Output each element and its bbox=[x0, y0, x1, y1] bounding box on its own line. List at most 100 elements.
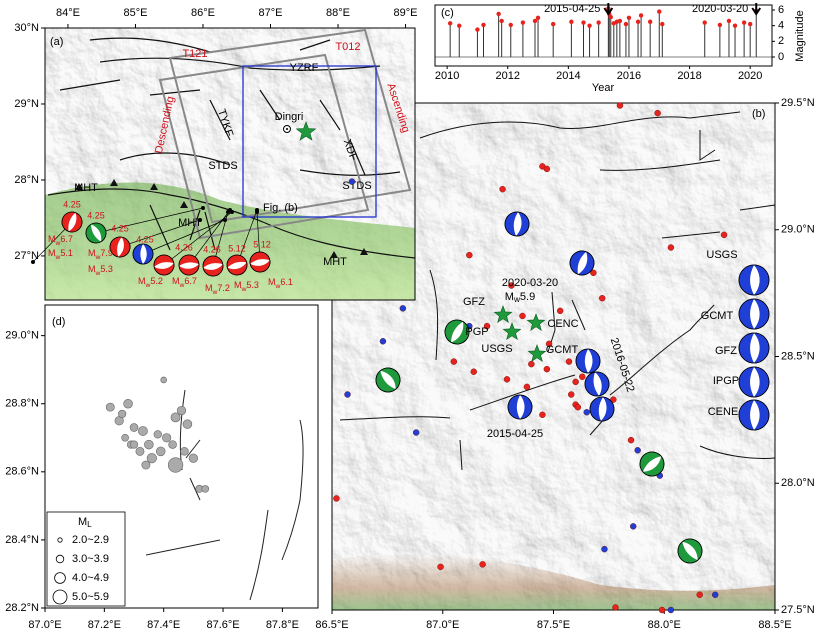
focal-mechanism bbox=[569, 250, 595, 276]
fault-label: MHT bbox=[74, 182, 98, 194]
ball-quadrant bbox=[739, 400, 754, 430]
x-tick-label: 2020 bbox=[738, 70, 762, 82]
agency-label: IPGP bbox=[713, 375, 739, 387]
ball-quadrant bbox=[110, 237, 122, 257]
ball-edge bbox=[639, 451, 665, 477]
ball-quadrant bbox=[133, 244, 143, 264]
focal-mechanism bbox=[61, 211, 83, 233]
y-axis-label: Magnitude bbox=[794, 10, 806, 61]
agency-star bbox=[527, 344, 547, 362]
x-axis-label: Year bbox=[592, 82, 615, 94]
event-dot bbox=[568, 391, 575, 398]
ball-edge bbox=[375, 367, 401, 393]
event-dot bbox=[479, 561, 486, 568]
focal-mechanism bbox=[132, 243, 154, 265]
focal-mechanism bbox=[738, 264, 770, 296]
lon-tick-label: 87.0°E bbox=[426, 619, 459, 631]
focal-mechanism bbox=[738, 399, 770, 431]
event-dot bbox=[590, 269, 597, 277]
agency-label: CENE bbox=[708, 406, 739, 418]
stem-head bbox=[638, 13, 644, 18]
event-dot bbox=[667, 244, 675, 251]
ball-quadrant bbox=[594, 372, 609, 396]
lat-tick-label: 28.8°N bbox=[5, 398, 39, 410]
lon-tick-label: 87.2°E bbox=[88, 619, 121, 631]
focal-mechanism bbox=[202, 255, 224, 277]
event-dot bbox=[412, 429, 420, 436]
panel-a-frame bbox=[44, 27, 416, 301]
agency-label: USGS bbox=[706, 249, 737, 261]
event-magnitude: Mw5.9 bbox=[505, 291, 535, 304]
focal-mechanism bbox=[738, 298, 770, 330]
event-dot bbox=[556, 307, 564, 315]
ball-edge bbox=[109, 236, 131, 258]
magnitude-label: Mw5.1 bbox=[48, 248, 73, 260]
event-dot bbox=[583, 409, 590, 416]
stem-head bbox=[499, 18, 504, 24]
magnitude-label: Mw6.1 bbox=[268, 277, 293, 289]
event-circle bbox=[182, 419, 193, 429]
stem-head bbox=[447, 21, 453, 26]
ball-edge bbox=[85, 222, 107, 244]
lon-tick-label: 86.5°E bbox=[315, 619, 348, 631]
event-dot bbox=[503, 376, 511, 383]
focal-mechanism bbox=[639, 451, 665, 477]
lat-tick-label: 28.5°N bbox=[781, 350, 815, 362]
date-label: 5.12 bbox=[228, 243, 246, 253]
legend-label: 2.0~2.9 bbox=[72, 534, 109, 546]
ball-quadrant bbox=[585, 372, 600, 396]
focal-mechanism bbox=[249, 251, 271, 273]
event-dot bbox=[599, 294, 606, 302]
event-dot bbox=[528, 360, 535, 368]
stem-head bbox=[596, 20, 601, 25]
date-label: 4.26 bbox=[175, 242, 193, 252]
ball-quadrant bbox=[739, 333, 754, 363]
ball-quadrant bbox=[505, 212, 519, 236]
event-dot bbox=[696, 591, 703, 598]
event-date: 2020-03-20 bbox=[502, 277, 558, 289]
event-circle bbox=[129, 440, 139, 449]
ball-edge bbox=[153, 254, 175, 276]
ball-edge bbox=[249, 251, 271, 273]
stem-head bbox=[457, 23, 462, 28]
date-label: 4.26 bbox=[203, 244, 221, 254]
x-tick-label: 2014 bbox=[556, 70, 580, 82]
event-circle bbox=[167, 457, 184, 473]
stem-head bbox=[717, 22, 723, 28]
ball-quadrant bbox=[445, 320, 463, 343]
ball-edge bbox=[738, 366, 770, 398]
ball-quadrant bbox=[451, 321, 469, 344]
ball-quadrant bbox=[62, 212, 76, 232]
event-dot bbox=[634, 447, 641, 454]
event-dot bbox=[539, 411, 546, 419]
event-dot bbox=[658, 606, 666, 614]
x-tick-label: 2016 bbox=[617, 70, 641, 82]
ball-quadrant bbox=[600, 397, 614, 421]
stem-head bbox=[550, 21, 556, 27]
ball-quadrant bbox=[118, 237, 130, 257]
stem-head bbox=[587, 23, 592, 28]
stem-head bbox=[581, 20, 586, 25]
ball-quadrant bbox=[754, 299, 769, 329]
event-dot bbox=[572, 378, 579, 386]
event-dot bbox=[720, 231, 728, 239]
stem-head bbox=[508, 22, 513, 28]
ball-quadrant bbox=[739, 265, 754, 295]
event-dot bbox=[579, 373, 586, 380]
stem-head bbox=[569, 19, 574, 24]
panel-a-relief bbox=[45, 28, 415, 300]
panel-label: (b) bbox=[752, 108, 765, 120]
magnitude-label: Mw6.7 bbox=[48, 234, 73, 246]
ball-edge bbox=[575, 348, 601, 374]
ball-edge bbox=[132, 243, 154, 265]
legend-title: ML bbox=[78, 516, 92, 529]
ball-quadrant bbox=[203, 256, 223, 268]
box-label: Fig. (b) bbox=[263, 202, 298, 214]
event-dot bbox=[483, 322, 491, 330]
ball-edge bbox=[738, 399, 770, 431]
lat-tick-label: 30°N bbox=[14, 22, 39, 34]
focal-mechanism bbox=[738, 332, 770, 364]
ball-edge bbox=[61, 211, 83, 233]
event-dot bbox=[470, 368, 477, 375]
